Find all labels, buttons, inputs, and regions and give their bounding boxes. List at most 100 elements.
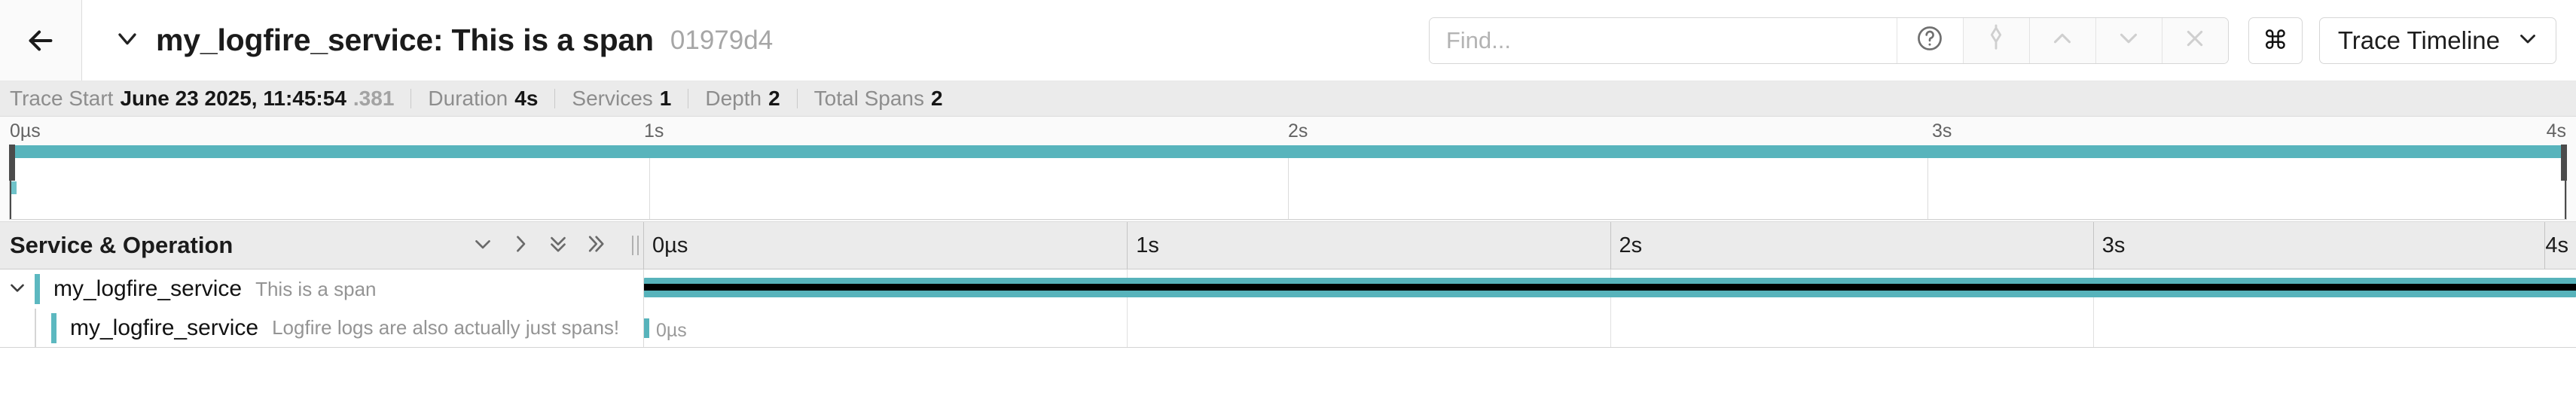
minimap-span-bar-root	[10, 145, 2566, 158]
back-button[interactable]	[0, 0, 82, 81]
minimap-tick-1: 1s	[644, 120, 664, 142]
axis-tick-2: 2s	[1610, 222, 1642, 269]
span-rows: my_logfire_service This is a span my_log…	[0, 269, 2576, 408]
meta-duration: Duration 4s	[428, 87, 538, 111]
chevron-down-icon	[2114, 24, 2143, 56]
expand-all-button[interactable]	[577, 227, 615, 264]
title-collapse-toggle[interactable]	[106, 23, 148, 57]
trace-id: 01979d4	[670, 25, 774, 55]
collapse-one-level-button[interactable]	[464, 227, 502, 264]
meta-label: Services	[572, 87, 653, 110]
timeline-gridline	[1127, 309, 1128, 347]
minimap-tick-2: 2s	[1288, 120, 1308, 142]
trace-minimap[interactable]: 0µs 1s 2s 3s 4s	[0, 117, 2576, 222]
meta-trace-start: Trace Start June 23 2025, 11:45:54 .381	[10, 87, 394, 111]
top-bar: my_logfire_service: This is a span 01979…	[0, 0, 2576, 81]
locate-match-button[interactable]	[1962, 17, 2029, 63]
minimap-drag-handle-left[interactable]	[9, 145, 15, 181]
span-point-label: 0µs	[656, 320, 687, 341]
find-group	[1428, 17, 2229, 64]
minimap-tick-0: 0µs	[10, 120, 41, 142]
axis-tick-0: 0µs	[652, 233, 688, 257]
meta-value: 2	[768, 87, 780, 110]
meta-divider	[796, 89, 798, 108]
minimap-selection-line-right	[2565, 181, 2566, 219]
view-mode-label: Trace Timeline	[2337, 26, 2500, 54]
table-row[interactable]: my_logfire_service Logfire logs are also…	[0, 309, 2576, 348]
search-zone: ⌘ Trace Timeline	[1428, 0, 2576, 81]
previous-match-button[interactable]	[2028, 17, 2095, 63]
meta-value-fraction: .381	[353, 87, 395, 110]
meta-depth: Depth 2	[705, 87, 780, 111]
command-palette-button[interactable]: ⌘	[2248, 17, 2303, 64]
clear-search-button[interactable]	[2161, 17, 2228, 63]
minimap-tick-row: 0µs 1s 2s 3s 4s	[0, 117, 2576, 145]
timeline-gridline	[1610, 309, 1611, 347]
meta-value: 1	[659, 87, 672, 110]
minimap-drag-handle-right[interactable]	[2561, 145, 2567, 181]
chevron-down-icon	[2515, 26, 2541, 55]
next-match-button[interactable]	[2095, 17, 2162, 63]
service-color-bar	[35, 274, 40, 304]
close-x-icon	[2181, 24, 2209, 56]
span-service-name: my_logfire_service	[70, 315, 259, 340]
axis-tick-3: 3s	[2092, 222, 2125, 269]
meta-value: June 23 2025, 11:45:54	[120, 87, 346, 110]
chevron-down-icon	[470, 231, 496, 260]
column-title: Service & Operation	[10, 232, 233, 258]
timeline-axis-header: 0µs 1s 2s 3s 4s	[644, 222, 2576, 269]
meta-divider	[554, 89, 556, 108]
meta-label: Duration	[428, 87, 508, 110]
span-operation-name: Logfire logs are also actually just span…	[272, 316, 620, 339]
command-icon: ⌘	[2262, 25, 2288, 56]
minimap-gridline	[1927, 145, 1928, 219]
span-point-marker[interactable]	[644, 318, 649, 338]
trace-title-zone: my_logfire_service: This is a span 01979…	[82, 0, 1429, 81]
meta-label: Depth	[705, 87, 762, 110]
timeline-gridline	[2092, 309, 2094, 347]
arrow-left-icon	[23, 23, 58, 58]
span-row-label-cell[interactable]: my_logfire_service Logfire logs are also…	[0, 309, 644, 347]
search-help-button[interactable]	[1896, 17, 1963, 63]
span-service-name: my_logfire_service	[53, 276, 243, 301]
axis-tick-4: 4s	[2544, 222, 2576, 269]
span-bar-inner-line	[644, 284, 2576, 291]
minimap-selection-line-left	[10, 181, 11, 219]
minimap-canvas[interactable]	[9, 145, 2567, 220]
table-row[interactable]: my_logfire_service This is a span	[0, 269, 2576, 309]
minimap-gridline	[1288, 145, 1289, 219]
axis-tick-1: 1s	[1127, 222, 1159, 269]
meta-total-spans: Total Spans 2	[814, 87, 943, 111]
row-expand-toggle[interactable]	[0, 276, 35, 303]
minimap-span-bar-child	[10, 181, 17, 194]
column-resize-handle[interactable]	[632, 236, 639, 255]
crosshair-icon	[1982, 24, 2010, 56]
span-duration-bar[interactable]	[644, 278, 2576, 297]
span-row-timeline-cell[interactable]: 0µs	[644, 309, 2576, 347]
collapse-all-button[interactable]	[539, 227, 577, 264]
meta-services: Services 1	[572, 87, 671, 111]
view-mode-select[interactable]: Trace Timeline	[2318, 17, 2556, 64]
span-row-timeline-cell[interactable]	[644, 269, 2576, 309]
minimap-gridline	[649, 145, 650, 219]
minimap-tick-3: 3s	[1932, 120, 1952, 142]
chevron-down-icon	[112, 23, 142, 57]
span-row-label-cell[interactable]: my_logfire_service This is a span	[0, 269, 644, 309]
timeline-table-header: Service & Operation	[0, 222, 2576, 269]
meta-label: Total Spans	[813, 87, 924, 110]
minimap-tick-4: 4s	[2546, 120, 2566, 142]
meta-value: 2	[930, 87, 943, 110]
span-operation-name: This is a span	[255, 277, 377, 300]
search-input[interactable]	[1429, 17, 1897, 63]
chevron-down-icon	[6, 276, 29, 303]
chevron-up-icon	[2048, 24, 2077, 56]
meta-value: 4s	[514, 87, 539, 110]
expand-one-level-button[interactable]	[502, 227, 539, 264]
trace-meta-bar: Trace Start June 23 2025, 11:45:54 .381 …	[0, 81, 2576, 117]
service-operation-header: Service & Operation	[0, 222, 644, 269]
meta-label: Trace Start	[10, 87, 114, 110]
double-chevron-down-icon	[545, 231, 571, 260]
chevron-right-icon	[508, 231, 533, 260]
question-circle-icon	[1915, 24, 1944, 56]
